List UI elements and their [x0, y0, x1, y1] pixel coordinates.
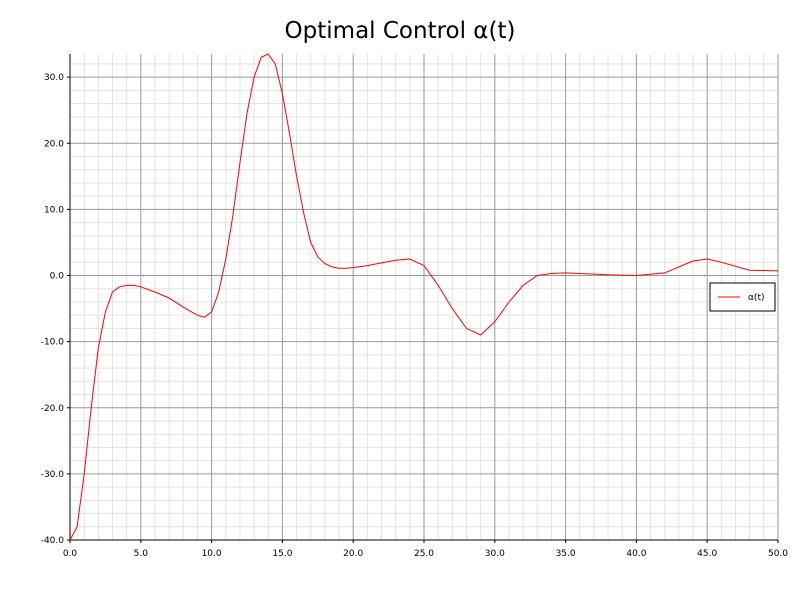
x-tick-label: 20.0 [343, 549, 363, 559]
x-tick-label: 25.0 [414, 549, 434, 559]
chart-title: Optimal Control α(t) [284, 18, 516, 44]
y-tick-label: -30.0 [41, 470, 65, 480]
x-tick-label: 5.0 [134, 549, 149, 559]
x-tick-label: 40.0 [626, 549, 646, 559]
x-tick-label: 45.0 [697, 549, 717, 559]
major-grid [69, 54, 779, 541]
legend: α(t) [709, 282, 776, 312]
x-tick-label: 0.0 [63, 549, 78, 559]
x-tick-label: 15.0 [272, 549, 292, 559]
x-tick-label: 30.0 [485, 549, 505, 559]
minor-grid [70, 54, 778, 540]
x-tick-label: 10.0 [202, 549, 222, 559]
y-axis-ticks: -40.0 -30.0 -20.0 -10.0 0.0 10.0 20.0 30.0 [41, 73, 70, 546]
y-tick-label: 0.0 [50, 272, 65, 282]
y-tick-label: 20.0 [44, 139, 64, 149]
y-tick-label: 10.0 [44, 205, 64, 215]
y-tick-label: -40.0 [41, 536, 65, 546]
y-tick-label: -10.0 [41, 338, 65, 348]
x-axis-ticks: 0.0 5.0 10.0 15.0 20.0 25.0 30.0 35.0 40.0 45.0 50… [63, 540, 788, 559]
series-line-alpha [69, 53, 779, 541]
legend-label: α(t) [748, 293, 764, 303]
x-tick-label: 35.0 [556, 549, 576, 559]
y-tick-label: -20.0 [41, 404, 65, 414]
y-tick-label: 30.0 [44, 73, 64, 83]
x-tick-label: 50.0 [768, 549, 788, 559]
